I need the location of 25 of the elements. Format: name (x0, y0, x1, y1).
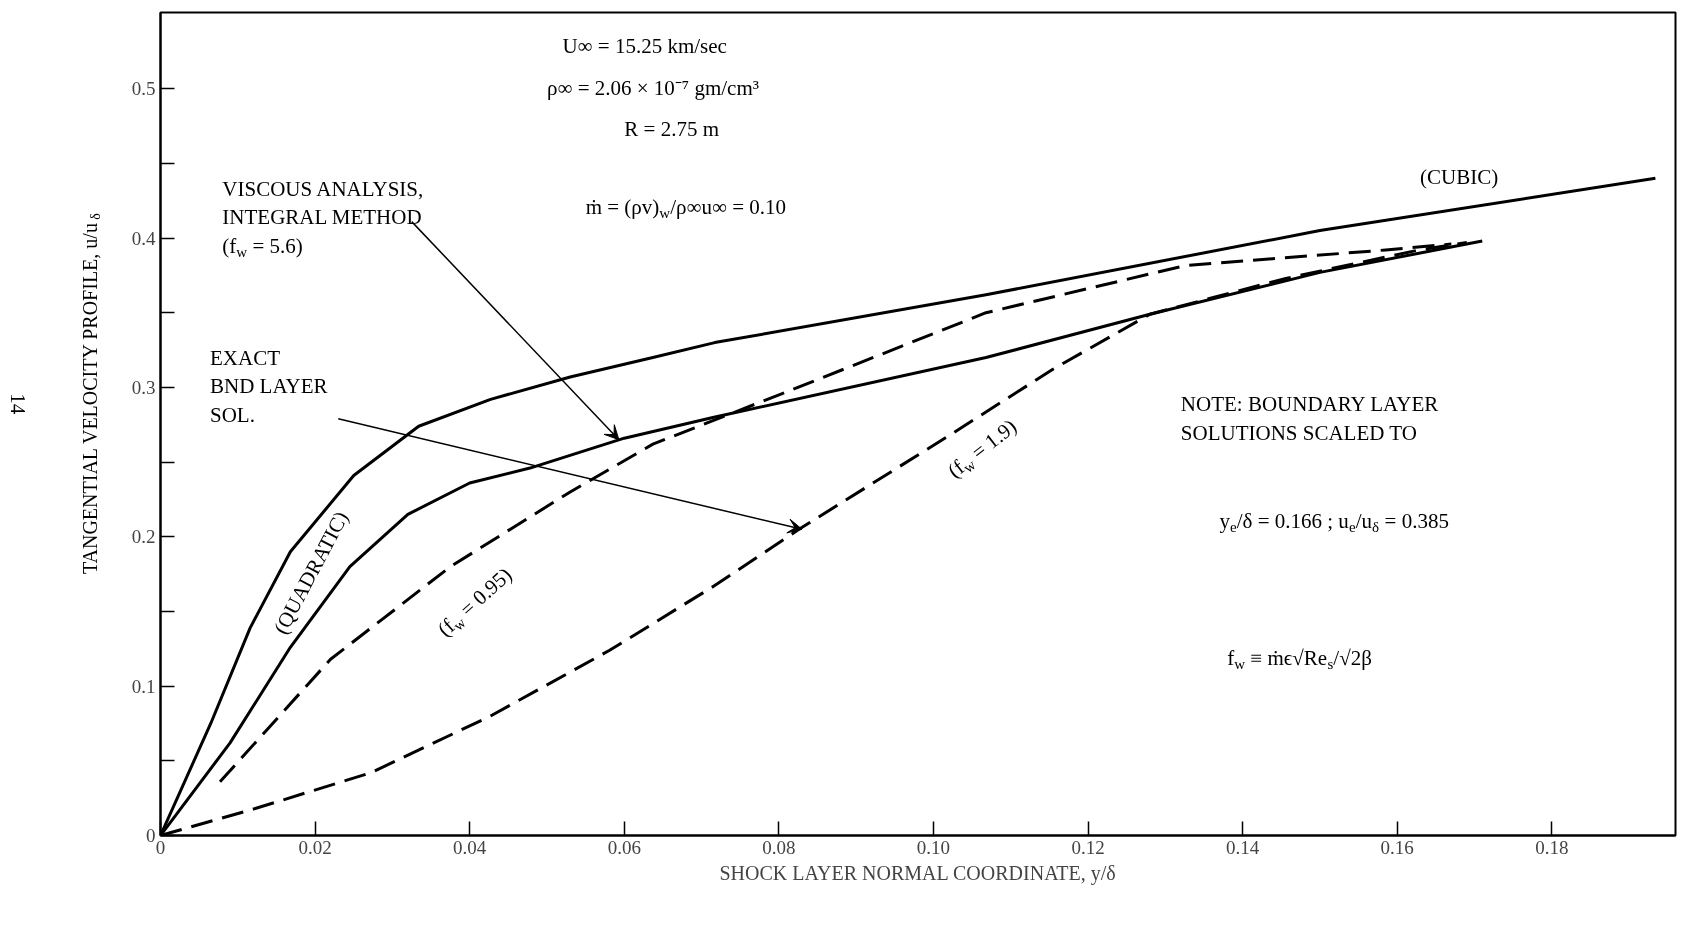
x-tick-label: 0.06 (607, 836, 641, 858)
annotation: ρ∞ = 2.06 × 10⁻⁷ gm/cm³ (546, 75, 760, 100)
y-tick-label: 0.1 (131, 675, 156, 697)
x-tick-label: 0.02 (298, 836, 332, 858)
x-tick-label: 0.04 (453, 836, 487, 858)
annotation: U∞ = 15.25 km/sec (562, 33, 727, 58)
x-tick-label: 0.08 (762, 836, 796, 858)
annotation: (fw = 0.95) (432, 562, 517, 642)
x-axis-title: SHOCK LAYER NORMAL COORDINATE, y/δ (719, 861, 1116, 885)
annotation: (CUBIC) (1419, 164, 1499, 189)
annotation: R = 2.75 m (624, 117, 719, 142)
y-tick-label: 0.4 (131, 227, 156, 249)
text: 14 (6, 393, 31, 415)
x-tick-label: 0.10 (916, 836, 951, 858)
x-tick-label: 0.14 (1226, 836, 1260, 858)
y-tick-label: 0.2 (131, 526, 156, 548)
y-tick-label: 0.3 (131, 376, 156, 398)
x-tick-label: 0.16 (1380, 836, 1414, 858)
y-tick-label: 0.5 (131, 78, 156, 100)
x-tick-label: 0.12 (1071, 836, 1105, 858)
annotation: NOTE: BOUNDARY LAYER SOLUTIONS SCALED TO (1180, 392, 1439, 445)
y-axis-title: TANGENTIAL VELOCITY PROFILE, u/uδ (78, 212, 103, 575)
x-tick-label: 0.18 (1535, 836, 1569, 858)
annotation: EXACT BND LAYER SOL. (209, 345, 328, 427)
annotation: (fw = 1.9) (942, 414, 1022, 483)
